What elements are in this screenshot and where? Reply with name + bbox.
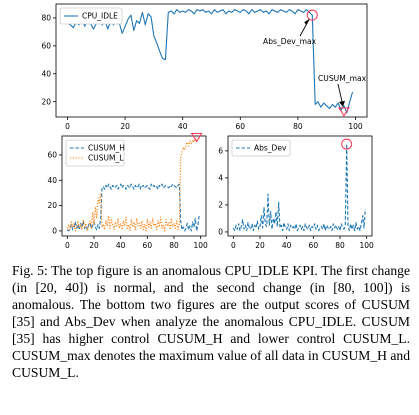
legend-label: Abs_Dev: [254, 144, 287, 153]
y-tick-label: 6: [218, 146, 223, 155]
y-tick-label: 40: [41, 69, 51, 78]
y-tick-label: 4: [218, 173, 223, 182]
series-line-cpu-idle: [68, 10, 353, 113]
y-tick-label: 0: [52, 227, 57, 236]
cusum-max-label: CUSUM_max: [318, 74, 367, 83]
x-tick-label: 40: [178, 122, 188, 131]
x-tick-label: 20: [120, 122, 130, 131]
y-tick-label: 20: [47, 201, 57, 210]
y-tick-label: 0: [218, 228, 223, 237]
y-tick-label: 40: [47, 176, 57, 185]
y-tick-label: 60: [47, 151, 57, 160]
legend-label: CUSUM_L: [88, 154, 124, 163]
x-tick-label: 80: [293, 122, 303, 131]
x-tick-label: 60: [143, 241, 153, 250]
series-line-abs-dev: [233, 144, 365, 231]
y-tick-label: 2: [218, 201, 223, 210]
y-tick-label: 20: [41, 97, 51, 106]
legend-label: CUSUM_H: [88, 144, 125, 153]
x-tick-label: 80: [169, 241, 179, 250]
cusum-max-marker-bottom: [192, 134, 202, 142]
abs-dev-max-label: Abs_Dev_max: [263, 37, 317, 46]
y-tick-label: 80: [41, 14, 51, 23]
legend-label: CPU_IDLE: [82, 12, 118, 21]
x-tick-label: 0: [65, 122, 70, 131]
x-tick-label: 20: [255, 241, 265, 250]
x-tick-label: 100: [360, 241, 375, 250]
figure-caption: Fig. 5: The top figure is an anomalous C…: [12, 262, 410, 381]
x-tick-label: 40: [282, 241, 292, 250]
cpu-idle-chart: 0 20 40 60 80 100 20 40 60 80 CPU_IDLE Abs_Dev_max C…: [41, 8, 366, 131]
x-tick-label: 80: [335, 241, 345, 250]
x-tick-label: 100: [348, 122, 363, 131]
x-tick-label: 100: [194, 241, 209, 250]
x-tick-label: 0: [65, 241, 70, 250]
x-tick-label: 40: [116, 241, 126, 250]
abs-dev-chart: 0 20 40 60 80 100 0 2 4 6 Abs_Dev: [218, 139, 374, 250]
x-tick-label: 60: [236, 122, 246, 131]
y-tick-label: 60: [41, 41, 51, 50]
x-tick-label: 20: [89, 241, 99, 250]
x-tick-label: 60: [309, 241, 319, 250]
x-tick-label: 0: [231, 241, 236, 250]
